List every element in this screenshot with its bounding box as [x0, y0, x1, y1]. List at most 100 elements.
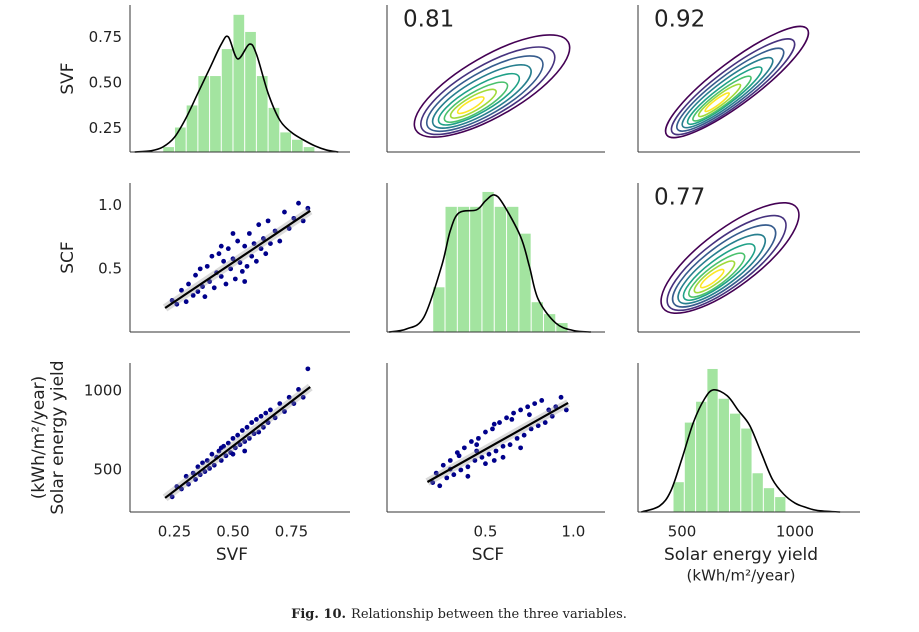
scatter-point — [440, 462, 446, 468]
scatter-point — [195, 289, 201, 294]
histogram-bar — [507, 206, 519, 332]
y-axis-label: Solar energy yield — [48, 360, 68, 514]
scatter-point — [228, 266, 234, 272]
y-tick-label: 500 — [93, 460, 122, 478]
scatter-point — [286, 394, 292, 400]
scatter-point — [179, 287, 184, 293]
scatter-point — [518, 445, 524, 451]
scatter-point — [242, 448, 248, 454]
scatter-point — [468, 439, 474, 444]
scatter-point — [179, 486, 184, 492]
scatter-point — [277, 401, 283, 407]
histogram-bar — [233, 14, 245, 152]
scatter-point — [539, 398, 545, 403]
scatter-point — [216, 251, 222, 257]
x-tick-label: 0.5 — [474, 523, 498, 541]
scatter-point — [204, 458, 210, 463]
scatter-point — [491, 421, 497, 427]
kde-curve — [388, 194, 592, 333]
y-tick-label: 1.0 — [98, 196, 122, 214]
scatter-point — [509, 417, 515, 422]
scatter-point — [305, 366, 311, 372]
histogram-bar — [519, 233, 531, 332]
scatter-point — [197, 266, 203, 272]
scatter-point — [272, 415, 278, 421]
scatter-point — [204, 263, 210, 269]
annotation: 0.77 — [654, 185, 705, 211]
scatter-point — [232, 276, 238, 282]
histogram-bar — [280, 132, 291, 152]
histogram-bar — [729, 413, 741, 512]
scatter-point — [237, 260, 243, 265]
scatter-point — [242, 279, 248, 284]
scatter-point — [527, 412, 532, 418]
x-axis-label: SVF — [216, 545, 248, 565]
scatter-point — [230, 231, 236, 236]
x-tick-label: 1.0 — [561, 523, 585, 541]
scatter-point — [558, 394, 564, 400]
y-axis-label: SCF — [58, 241, 78, 273]
scatter-point — [211, 462, 217, 468]
kde-curve — [134, 35, 339, 153]
scatter-point — [451, 472, 457, 478]
scatter-point — [223, 453, 229, 459]
scatter-point — [296, 200, 301, 206]
histogram-bar — [775, 497, 786, 512]
caption: Fig. 10. Relationship between the three v… — [291, 607, 627, 622]
x-axis-label: Solar energy yield — [664, 545, 818, 565]
scatter-point — [461, 445, 467, 451]
x-axis-label: SCF — [472, 545, 504, 565]
x-tick-label: 1000 — [776, 523, 814, 541]
histogram-bar — [268, 107, 280, 152]
scatter-point — [300, 218, 306, 224]
scatter-point — [486, 451, 492, 457]
histogram-bar — [163, 147, 174, 152]
y-tick-label: 0.25 — [89, 119, 122, 137]
scatter-point — [200, 284, 205, 289]
scatter-point — [265, 218, 271, 224]
scatter-point — [507, 442, 513, 448]
caption-text: Relationship between the three variables… — [351, 607, 627, 622]
scatter-point — [183, 473, 189, 479]
scatter-point — [456, 453, 462, 459]
scatter-point — [430, 480, 436, 486]
scatter-point — [193, 272, 198, 278]
kde-curve — [641, 388, 841, 513]
scatter-point — [197, 472, 203, 478]
scatter-point — [239, 428, 245, 433]
scatter-point — [261, 424, 266, 430]
scatter-point — [249, 420, 255, 425]
scatter-point — [493, 448, 499, 454]
scatter-point — [258, 413, 264, 419]
scatter-point — [186, 481, 191, 487]
y-axis-label: SVF — [58, 62, 78, 94]
histogram-bar — [494, 206, 507, 332]
histogram-bar — [763, 488, 775, 512]
scatter-point — [202, 294, 208, 300]
scatter-point — [225, 246, 231, 252]
scatter-point — [246, 231, 252, 236]
scatter-point — [447, 458, 453, 463]
scatter-point — [218, 458, 224, 463]
histogram-bar — [707, 368, 718, 512]
scatter-point — [500, 454, 506, 460]
scatter-point — [256, 222, 262, 228]
histogram-bar — [543, 314, 556, 332]
histogram-bar — [291, 139, 303, 152]
scatter-point — [305, 205, 311, 211]
histogram-bar — [221, 49, 233, 152]
scatter-point — [497, 420, 502, 425]
scatter-point — [253, 258, 259, 264]
scatter-point — [230, 256, 236, 262]
scatter-point — [291, 401, 297, 407]
contour — [653, 11, 821, 153]
x-tick-label: 0.75 — [275, 523, 308, 541]
scatter-point — [174, 301, 180, 307]
caption-label: Fig. 10. — [291, 607, 346, 622]
histogram-bar — [718, 398, 729, 512]
scatter-point — [221, 258, 227, 264]
scatter-point — [211, 285, 217, 291]
histogram-bar — [245, 31, 256, 153]
scatter-point — [183, 299, 189, 305]
